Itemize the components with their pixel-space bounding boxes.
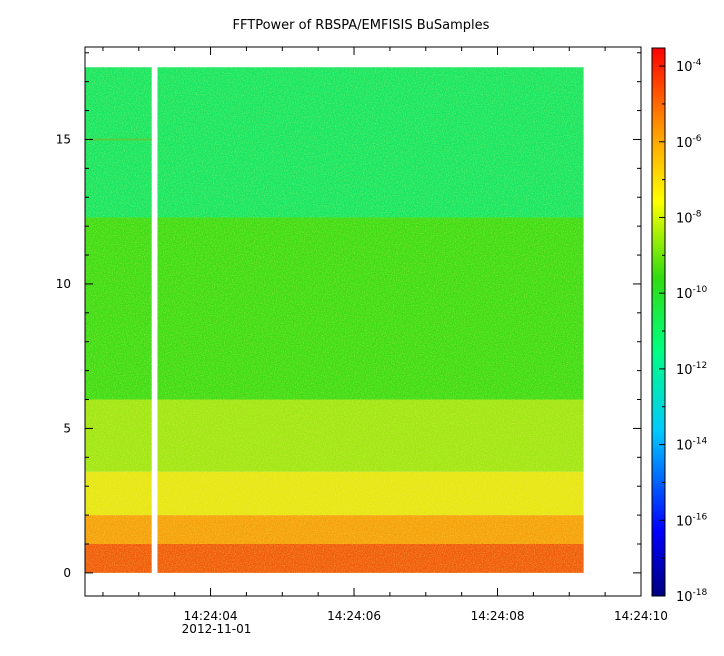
x-tick-label: 14:24:10 <box>614 609 668 623</box>
colorbar: 10-4 10-6 10-8 10-10 10-12 10-14 10-16 10-18 <box>651 47 708 605</box>
y-tick-label: 5 <box>63 421 71 435</box>
colorbar-tick-label: 10-14 <box>676 437 708 454</box>
colorbar-tick-label: 10-12 <box>676 361 707 378</box>
colorbar-tick-label: 10-8 <box>676 209 702 226</box>
y-tick-label: 0 <box>63 566 71 580</box>
colorbar-tick-label: 10-10 <box>676 285 708 302</box>
y-axis: 0 5 10 15 <box>56 52 641 580</box>
spectrogram-speckle <box>85 67 584 573</box>
y-tick-label: 15 <box>56 132 71 146</box>
colorbar-tick-label: 10-4 <box>676 58 702 75</box>
colorbar-tick-label: 10-18 <box>676 588 708 605</box>
y-tick-label: 10 <box>56 277 71 291</box>
colorbar-tick-label: 10-6 <box>676 134 702 151</box>
spectrogram-noise <box>85 67 584 573</box>
colorbar-tick-label: 10-16 <box>676 512 708 529</box>
plot-frame <box>84 46 642 597</box>
colorbar-gradient <box>651 47 666 597</box>
x-tick-label: 14:24:04 <box>184 609 238 623</box>
data-gap <box>151 66 158 574</box>
x-date-label: 2012-11-01 <box>182 622 252 636</box>
chart-title: FFTPower of RBSPA/EMFISIS BuSamples <box>233 18 490 33</box>
plot-area <box>84 46 642 597</box>
x-tick-label: 14:24:08 <box>471 609 525 623</box>
data-gap-strip <box>151 66 158 574</box>
x-tick-label: 14:24:06 <box>327 609 381 623</box>
colorbar-ticks: 10-4 10-6 10-8 10-10 10-12 10-14 10-16 10-18 <box>659 58 708 605</box>
